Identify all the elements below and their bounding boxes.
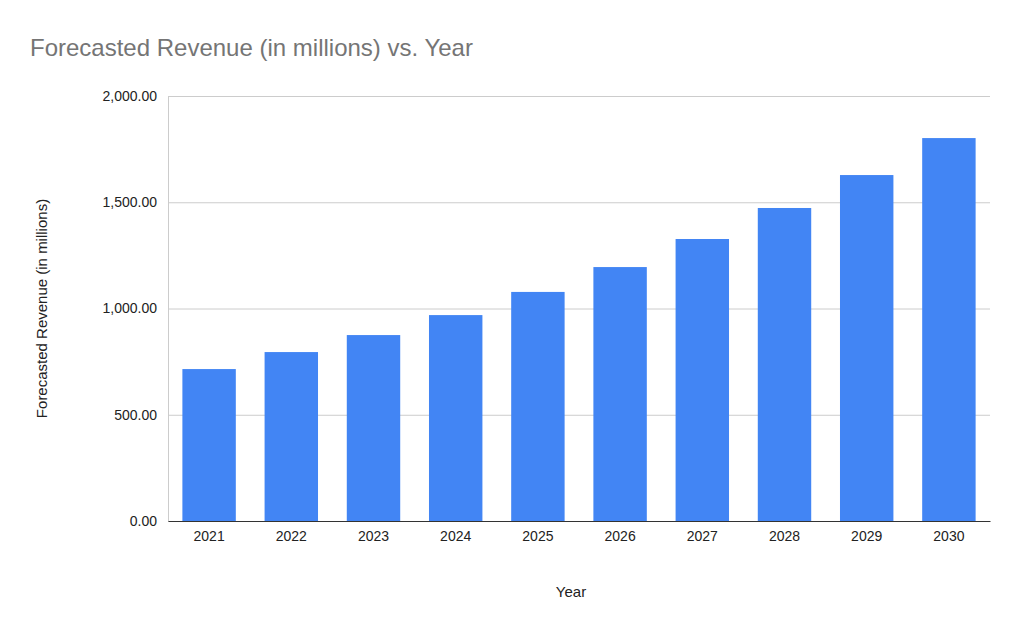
x-tick: 2023 — [358, 528, 389, 544]
bar — [429, 315, 482, 521]
y-tick: 2,000.00 — [103, 88, 991, 104]
x-tick: 2021 — [194, 528, 225, 544]
y-axis: 0.00 500.00 1,000.00 1,500.00 2,000.00 — [103, 88, 991, 529]
x-tick-label: 2025 — [522, 528, 553, 544]
x-tick-label: 2024 — [440, 528, 471, 544]
title: Forecasted Revenue (in millions) vs. Yea… — [30, 34, 473, 61]
x-tick: 2029 — [851, 528, 882, 544]
x-axis-title: Year — [556, 583, 586, 600]
x-tick-label: 2028 — [769, 528, 800, 544]
grid-line — [168, 96, 990, 97]
chart: 0.00500.001,000.001,500.002,000.00202120… — [0, 0, 1024, 633]
bars — [182, 138, 975, 521]
y-axis-line — [169, 97, 991, 522]
y-tick-label: 1,000.00 — [103, 300, 158, 316]
x-tick: 2022 — [276, 528, 307, 544]
x-tick-label: 2023 — [358, 528, 389, 544]
y-tick-label: 2,000.00 — [103, 88, 158, 104]
y-tick-label: 500.00 — [114, 407, 157, 423]
x-axis-line — [169, 521, 991, 522]
bar — [840, 175, 893, 521]
grid-line — [168, 521, 990, 522]
bar — [593, 267, 646, 521]
bar — [511, 292, 564, 521]
x-tick-label: 2021 — [194, 528, 225, 544]
x-tick-label: 2029 — [851, 528, 882, 544]
x-tick: 2025 — [522, 528, 553, 544]
x-tick: 2027 — [687, 528, 718, 544]
bar — [265, 352, 318, 521]
x-tick: 2028 — [769, 528, 800, 544]
x-axis: 2021 2022 2023 2024 2025 2026 2027 2028 2029 2030 — [169, 522, 991, 544]
bar — [182, 369, 235, 521]
bar — [758, 208, 811, 521]
bar — [676, 239, 729, 521]
y-axis-title: Forecasted Revenue (in millions) — [33, 199, 50, 418]
plot-area: 0.00500.001,000.001,500.002,000.00202120… — [103, 88, 991, 544]
x-tick-label: 2030 — [933, 528, 964, 544]
x-tick-label: 2022 — [276, 528, 307, 544]
x-tick: 2026 — [605, 528, 636, 544]
bar — [347, 335, 400, 521]
x-tick: 2024 — [440, 528, 471, 544]
bar — [922, 138, 975, 521]
x-tick: 2030 — [933, 528, 964, 544]
x-tick-label: 2026 — [605, 528, 636, 544]
x-tick-label: 2027 — [687, 528, 718, 544]
y-tick-label: 0.00 — [130, 513, 157, 529]
y-tick-label: 1,500.00 — [103, 194, 158, 210]
